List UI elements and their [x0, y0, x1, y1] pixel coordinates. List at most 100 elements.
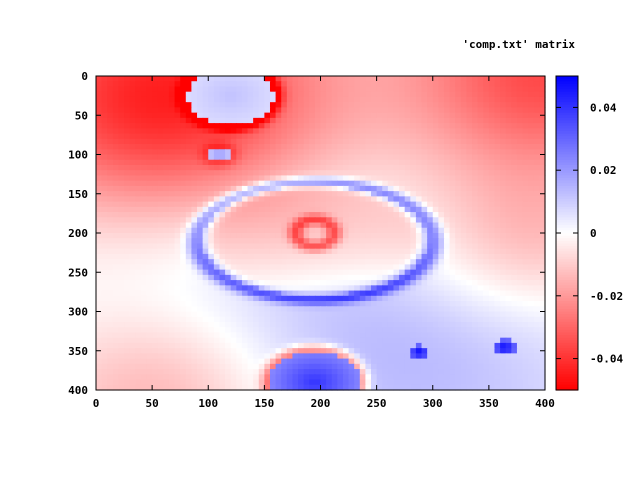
heatmap-cell: [258, 274, 265, 281]
heatmap-cell: [399, 253, 406, 260]
heatmap-cell: [354, 332, 361, 339]
heatmap-cell: [365, 76, 372, 82]
heatmap-cell: [404, 259, 411, 265]
heatmap-cell: [376, 337, 383, 344]
heatmap-cell: [326, 175, 333, 182]
heatmap-cell: [337, 117, 344, 124]
heatmap-cell: [410, 91, 417, 98]
heatmap-cell: [427, 358, 434, 365]
heatmap-cell: [342, 159, 350, 166]
heatmap-cell: [197, 311, 204, 318]
heatmap-cell: [404, 201, 411, 208]
heatmap-cell: [348, 81, 355, 88]
heatmap-cell: [185, 175, 193, 182]
heatmap-cell: [303, 264, 310, 271]
heatmap-cell: [494, 337, 501, 344]
heatmap-cell: [168, 149, 176, 156]
heatmap-cell: [275, 337, 282, 344]
heatmap-cell: [376, 196, 383, 203]
heatmap-cell: [124, 337, 131, 344]
heatmap-cell: [505, 285, 512, 292]
heatmap-cell: [208, 290, 215, 297]
heatmap-cell: [410, 295, 417, 302]
heatmap-cell: [107, 363, 114, 370]
heatmap-cell: [516, 327, 524, 334]
heatmap-cell: [96, 259, 103, 265]
heatmap-cell: [236, 290, 243, 297]
heatmap-cell: [185, 363, 193, 370]
heatmap-cell: [404, 81, 411, 88]
heatmap-cell: [488, 348, 496, 354]
heatmap-cell: [191, 154, 198, 161]
heatmap-cell: [135, 212, 142, 218]
heatmap-cell: [292, 170, 299, 177]
heatmap-cell: [466, 311, 473, 318]
heatmap-cell: [500, 321, 507, 328]
heatmap-cell: [331, 316, 338, 323]
heatmap-cell: [410, 180, 417, 187]
heatmap-cell: [466, 269, 473, 276]
heatmap-cell: [202, 133, 209, 140]
heatmap-cell: [101, 337, 108, 344]
heatmap-cell: [488, 280, 496, 286]
heatmap-cell: [382, 353, 389, 360]
heatmap-cell: [292, 164, 299, 171]
heatmap-cell: [107, 201, 114, 208]
heatmap-cell: [455, 191, 462, 197]
heatmap-cell: [365, 295, 372, 302]
heatmap-cell: [168, 128, 176, 135]
heatmap-cell: [410, 96, 417, 103]
heatmap-cell: [247, 374, 254, 381]
heatmap-cell: [129, 379, 136, 386]
heatmap-cell: [298, 301, 305, 307]
heatmap-cell: [488, 259, 496, 265]
heatmap-cell: [399, 233, 406, 239]
heatmap-cell: [494, 301, 501, 307]
heatmap-cell: [348, 175, 355, 182]
heatmap-cell: [483, 191, 490, 197]
heatmap-cell: [129, 185, 136, 192]
heatmap-cell: [376, 253, 383, 260]
heatmap-cell: [494, 138, 501, 145]
heatmap-cell: [107, 86, 114, 93]
heatmap-cell: [180, 384, 187, 391]
heatmap-cell: [337, 316, 344, 323]
heatmap-cell: [443, 164, 451, 171]
heatmap-cell: [348, 259, 355, 265]
heatmap-cell: [309, 86, 316, 93]
heatmap-cell: [253, 243, 260, 250]
heatmap-cell: [533, 369, 540, 375]
heatmap-cell: [528, 222, 535, 229]
heatmap-cell: [253, 180, 260, 187]
heatmap-cell: [135, 222, 142, 229]
heatmap-cell: [326, 280, 333, 286]
heatmap-cell: [225, 363, 232, 370]
heatmap-cell: [275, 81, 282, 88]
heatmap-cell: [303, 269, 310, 276]
heatmap-cell: [393, 327, 400, 334]
heatmap-cell: [331, 290, 338, 297]
heatmap-cell: [230, 149, 237, 156]
heatmap-cell: [202, 369, 209, 375]
heatmap-cell: [522, 358, 529, 365]
heatmap-cell: [152, 348, 159, 354]
heatmap-cell: [404, 327, 411, 334]
heatmap-cell: [247, 369, 254, 375]
heatmap-cell: [387, 348, 395, 354]
heatmap-cell: [500, 238, 507, 245]
heatmap-cell: [539, 274, 546, 281]
heatmap-cell: [443, 149, 451, 156]
heatmap-cell: [326, 342, 333, 349]
heatmap-cell: [455, 138, 462, 145]
heatmap-cell: [180, 107, 187, 114]
heatmap-cell: [185, 133, 193, 140]
heatmap-cell: [264, 76, 271, 82]
heatmap-cell: [500, 327, 507, 334]
heatmap-cell: [494, 217, 501, 224]
heatmap-cell: [438, 269, 445, 276]
heatmap-cell: [303, 348, 310, 354]
heatmap-cell: [219, 363, 226, 370]
heatmap-cell: [219, 164, 226, 171]
heatmap-cell: [225, 107, 232, 114]
heatmap-cell: [275, 295, 282, 302]
